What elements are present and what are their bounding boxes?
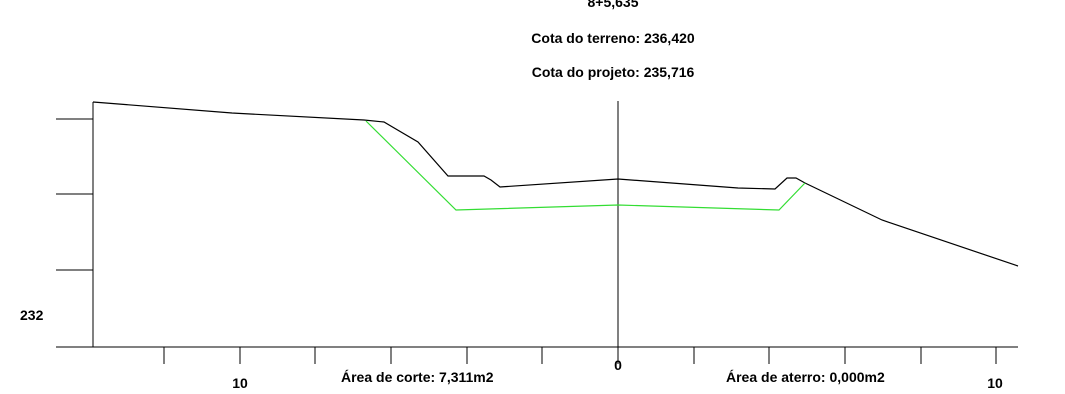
x-tick-label-left: 10 [232, 375, 248, 391]
x-ticks [163, 347, 997, 364]
x-tick-label-right: 10 [987, 375, 1003, 391]
station-label: 8+5,635 [588, 0, 639, 10]
fill-area-label: Área de aterro: 0,000m2 [726, 369, 885, 385]
y-axis-label: 232 [20, 307, 44, 323]
design-elevation-label: Cota do projeto: 235,716 [532, 64, 695, 80]
y-ticks [56, 118, 93, 271]
x-tick-label-center: 0 [614, 357, 622, 373]
design-profile-line [365, 120, 806, 211]
terrain-profile-line [92, 101, 1019, 267]
terrain-elevation-label: Cota do terreno: 236,420 [531, 30, 695, 46]
cut-area-label: Área de corte: 7,311m2 [341, 369, 494, 385]
